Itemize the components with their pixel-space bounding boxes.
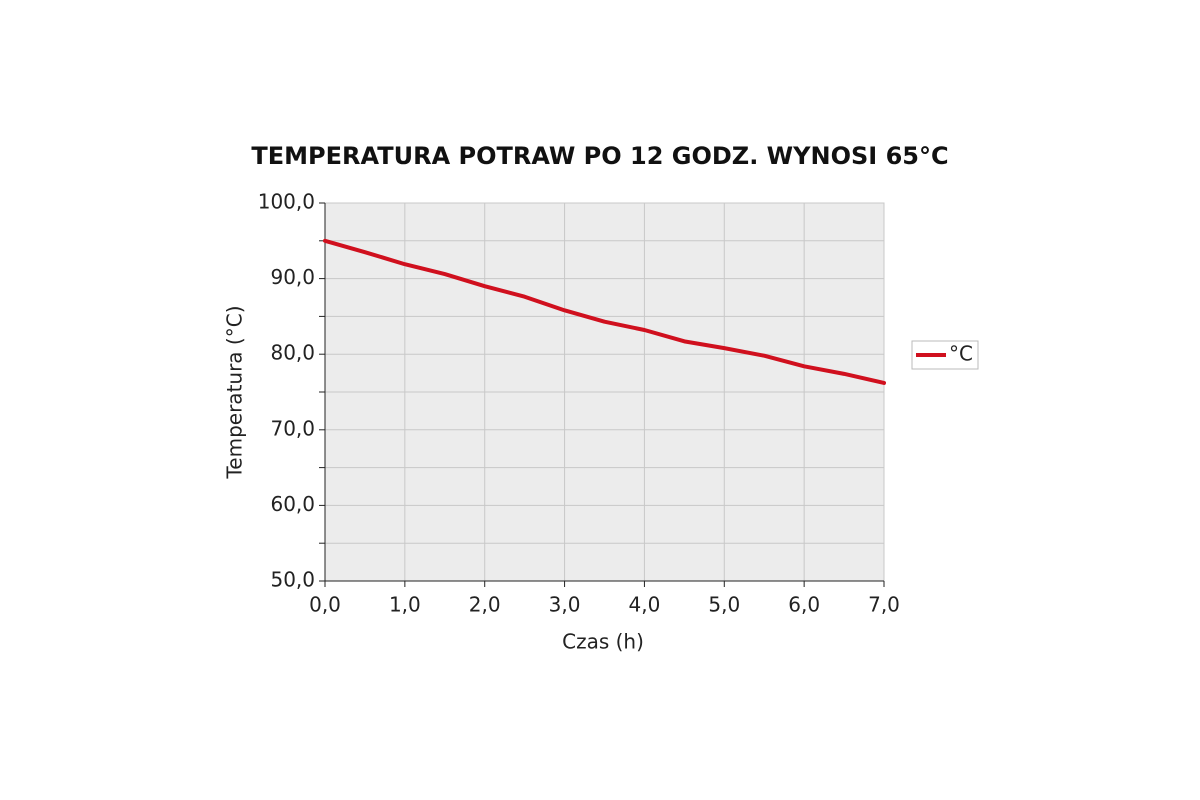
y-tick-label: 60,0	[270, 492, 315, 516]
x-tick-label: 1,0	[389, 593, 421, 617]
data-line	[323, 238, 886, 385]
x-axis-label: Czas (h)	[562, 630, 644, 654]
y-tick-label: 90,0	[270, 265, 315, 289]
y-tick-label: 50,0	[270, 568, 315, 592]
x-tick-label: 2,0	[469, 593, 501, 617]
y-tick-label: 100,0	[258, 190, 315, 214]
y-tick-label: 70,0	[270, 416, 315, 440]
x-tick-label: 0,0	[309, 593, 341, 617]
y-tick-label: 80,0	[270, 341, 315, 365]
x-tick-label: 7,0	[868, 593, 900, 617]
chart-title: TEMPERATURA POTRAW PO 12 GODZ. WYNOSI 65…	[251, 142, 948, 170]
x-tick-label: 6,0	[788, 593, 820, 617]
y-axis-label: Temperatura (°C)	[223, 305, 247, 479]
x-tick-label: 3,0	[549, 593, 581, 617]
x-tick-label: 4,0	[629, 593, 661, 617]
x-tick-label: 5,0	[708, 593, 740, 617]
legend-label: °C	[949, 342, 973, 366]
